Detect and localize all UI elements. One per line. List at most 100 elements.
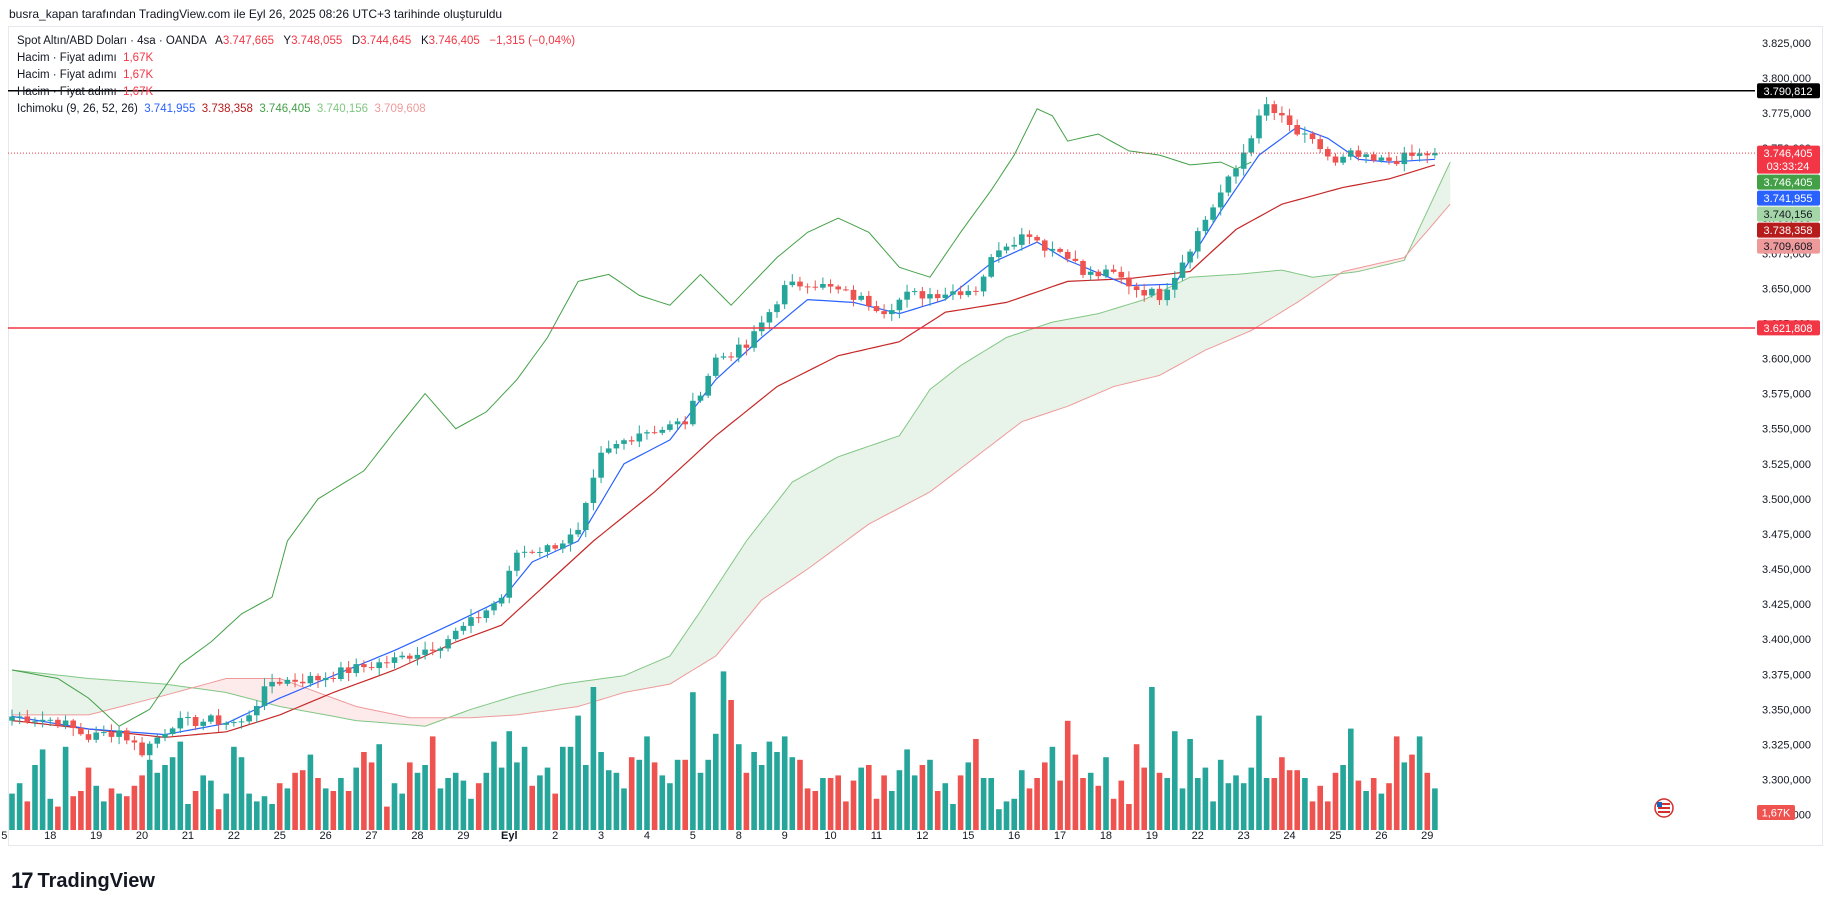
cloud-segment bbox=[1190, 276, 1198, 359]
cloud-segment bbox=[1151, 292, 1160, 378]
volume-bar bbox=[1409, 754, 1415, 830]
candle-body bbox=[24, 716, 31, 723]
candle-body bbox=[720, 356, 727, 358]
candle bbox=[1378, 154, 1385, 163]
y-tick-label: 3.400,000 bbox=[1762, 634, 1811, 646]
y-tick-label: 3.450,000 bbox=[1762, 564, 1811, 576]
cloud-segment bbox=[1304, 275, 1313, 298]
cloud-segment bbox=[1297, 273, 1305, 303]
cloud-segment bbox=[631, 669, 640, 692]
candle-body bbox=[254, 706, 260, 716]
candle bbox=[1363, 152, 1369, 164]
volume-bar bbox=[835, 775, 841, 830]
volume-bar bbox=[1233, 775, 1239, 830]
cloud-segment bbox=[1067, 317, 1076, 407]
candle bbox=[720, 352, 727, 360]
cloud-segment bbox=[340, 700, 349, 720]
candle-body bbox=[131, 740, 138, 743]
cloud-segment bbox=[333, 698, 341, 718]
price-label-bg bbox=[1757, 222, 1820, 238]
volume-bar bbox=[980, 778, 987, 830]
candle-body bbox=[445, 639, 451, 649]
volume-bar bbox=[1378, 793, 1385, 830]
candle-body bbox=[192, 717, 199, 726]
volume-bar bbox=[866, 765, 872, 830]
chart-panel[interactable] bbox=[8, 26, 1823, 846]
tradingview-brand: TradingView bbox=[37, 869, 155, 892]
candle bbox=[1019, 227, 1025, 251]
cloud-segment bbox=[409, 717, 418, 726]
ichimoku-legend[interactable]: Ichimoku (9, 26, 52, 26) 3.741,955 3.738… bbox=[17, 103, 426, 115]
cloud-segment bbox=[715, 576, 724, 657]
cloud-segment bbox=[960, 360, 969, 469]
cloud-segment bbox=[65, 675, 74, 715]
candle-body bbox=[62, 720, 69, 726]
symbol-title[interactable]: Spot Altın/ABD Doları · 4sa · OANDA bbox=[17, 35, 207, 47]
candle bbox=[101, 725, 107, 737]
volume-bar bbox=[560, 746, 566, 830]
cloud-segment bbox=[226, 678, 234, 695]
volume-bar bbox=[728, 700, 734, 830]
cloud-segment bbox=[126, 681, 135, 706]
volume-bar bbox=[1202, 767, 1209, 830]
cloud-segment bbox=[1182, 277, 1191, 363]
candle-body bbox=[1187, 251, 1193, 263]
candle-body bbox=[529, 551, 535, 553]
candle bbox=[758, 315, 765, 336]
candle bbox=[1149, 287, 1155, 298]
candle-body bbox=[1370, 154, 1377, 161]
volume-label: Hacim · Fiyat adımı bbox=[17, 52, 117, 64]
volume-bar bbox=[39, 749, 46, 830]
volume-bar bbox=[70, 796, 76, 830]
candle-body bbox=[820, 284, 826, 288]
volume-legend-3[interactable]: Hacim · Fiyat adımı 1,67K bbox=[17, 86, 153, 98]
candle-body bbox=[1240, 152, 1247, 169]
cloud-segment bbox=[945, 371, 953, 481]
candle bbox=[1248, 135, 1255, 157]
price-label-text: 3.738,358 bbox=[1764, 225, 1813, 237]
volume-legend-1[interactable]: Hacim · Fiyat adımı 1,67K bbox=[17, 52, 153, 64]
candle-body bbox=[452, 630, 459, 640]
price-label-text: 3.746,405 bbox=[1764, 148, 1813, 160]
x-tick-label: 4 bbox=[644, 830, 650, 842]
volume-bar bbox=[575, 715, 581, 830]
ohlc-close-key: K bbox=[420, 35, 429, 47]
cloud-segment bbox=[914, 400, 923, 500]
candle-body bbox=[973, 290, 979, 292]
candle bbox=[583, 501, 589, 538]
candle-body bbox=[185, 717, 191, 718]
volume-bar bbox=[169, 757, 176, 830]
volume-bar bbox=[1179, 788, 1186, 830]
flag-stripe bbox=[1658, 803, 1670, 805]
candle bbox=[146, 741, 153, 761]
candle bbox=[1064, 249, 1071, 263]
candle bbox=[537, 547, 543, 558]
cloud-segment bbox=[88, 678, 97, 715]
candle bbox=[1103, 264, 1109, 279]
candle-body bbox=[47, 719, 54, 721]
candle-body bbox=[330, 678, 337, 679]
cloud-segment bbox=[799, 473, 808, 575]
price-label-bg bbox=[1757, 238, 1820, 254]
volume-bar bbox=[1057, 780, 1063, 830]
candle bbox=[682, 416, 688, 430]
tradingview-logo[interactable]: 17 TradingView bbox=[11, 868, 155, 894]
ichimoku-span-b: 3.709,608 bbox=[374, 103, 426, 115]
candle bbox=[996, 242, 1002, 263]
candle-body bbox=[407, 655, 413, 659]
tradingview-mark-icon: 17 bbox=[11, 868, 34, 893]
volume-bar bbox=[1348, 728, 1354, 830]
candle-body bbox=[575, 529, 581, 535]
candle-body bbox=[705, 375, 711, 396]
volume-bar bbox=[605, 770, 612, 830]
candles bbox=[9, 97, 1438, 761]
volume-bar bbox=[299, 770, 306, 830]
candle bbox=[797, 276, 803, 291]
y-tick-label: 3.500,000 bbox=[1762, 494, 1811, 506]
volume-bar bbox=[598, 752, 604, 830]
volume-legend-2[interactable]: Hacim · Fiyat adımı 1,67K bbox=[17, 69, 153, 81]
price-axis-label: 3.709,608 bbox=[1757, 238, 1820, 254]
candle bbox=[766, 308, 773, 330]
candle bbox=[276, 677, 283, 686]
